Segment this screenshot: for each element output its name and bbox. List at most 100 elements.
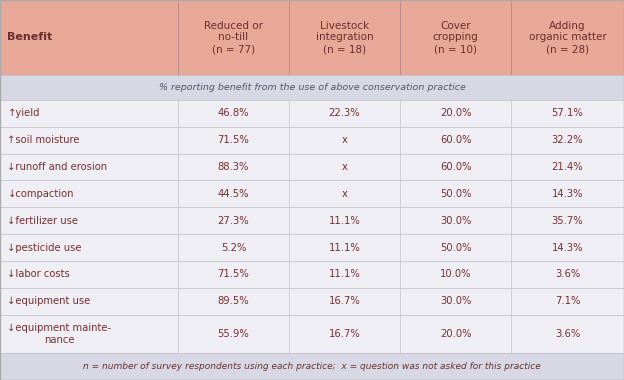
- Text: 7.1%: 7.1%: [555, 296, 580, 306]
- Bar: [289, 180, 400, 207]
- Bar: [511, 0, 624, 75]
- Bar: [178, 234, 289, 261]
- Text: 21.4%: 21.4%: [552, 162, 583, 172]
- Bar: [0, 154, 178, 180]
- Bar: [511, 207, 624, 234]
- Text: Cover
cropping
(n = 10): Cover cropping (n = 10): [432, 21, 479, 54]
- Bar: [0, 0, 178, 75]
- Text: 35.7%: 35.7%: [552, 216, 583, 226]
- Bar: [0, 315, 624, 353]
- Bar: [400, 288, 511, 315]
- Bar: [0, 180, 178, 207]
- Bar: [0, 261, 624, 288]
- Text: ↓pesticide use: ↓pesticide use: [7, 242, 82, 253]
- Bar: [289, 261, 400, 288]
- Text: 27.3%: 27.3%: [218, 216, 249, 226]
- Text: n = number of survey respondents using each practice;  x = question was not aske: n = number of survey respondents using e…: [83, 362, 541, 371]
- Bar: [178, 288, 289, 315]
- Bar: [289, 154, 400, 180]
- Bar: [178, 100, 289, 127]
- Bar: [511, 315, 624, 353]
- Text: ↑soil moisture: ↑soil moisture: [7, 135, 80, 145]
- Bar: [511, 127, 624, 154]
- Text: 20.0%: 20.0%: [440, 329, 471, 339]
- Text: 44.5%: 44.5%: [218, 189, 249, 199]
- Text: ↓labor costs: ↓labor costs: [7, 269, 71, 279]
- Text: 14.3%: 14.3%: [552, 242, 583, 253]
- Text: % reporting benefit from the use of above conservation practice: % reporting benefit from the use of abov…: [158, 83, 466, 92]
- Bar: [178, 154, 289, 180]
- Text: 22.3%: 22.3%: [329, 108, 360, 118]
- Text: x: x: [341, 162, 348, 172]
- Text: x: x: [341, 189, 348, 199]
- Text: 10.0%: 10.0%: [440, 269, 471, 279]
- Bar: [178, 207, 289, 234]
- Bar: [178, 180, 289, 207]
- Bar: [0, 127, 624, 154]
- Text: 71.5%: 71.5%: [218, 135, 249, 145]
- Bar: [0, 288, 178, 315]
- Bar: [400, 261, 511, 288]
- Bar: [178, 127, 289, 154]
- Text: 5.2%: 5.2%: [221, 242, 246, 253]
- Bar: [0, 127, 178, 154]
- Text: 71.5%: 71.5%: [218, 269, 249, 279]
- Text: 50.0%: 50.0%: [440, 189, 471, 199]
- Text: 60.0%: 60.0%: [440, 135, 471, 145]
- Bar: [0, 100, 178, 127]
- Text: 60.0%: 60.0%: [440, 162, 471, 172]
- Bar: [0, 207, 178, 234]
- Bar: [511, 288, 624, 315]
- Bar: [0, 75, 624, 100]
- Text: ↑yield: ↑yield: [7, 108, 40, 118]
- Bar: [0, 234, 178, 261]
- Text: 16.7%: 16.7%: [329, 296, 360, 306]
- Text: 16.7%: 16.7%: [329, 329, 360, 339]
- Bar: [289, 315, 400, 353]
- Text: Benefit: Benefit: [7, 32, 53, 43]
- Bar: [400, 154, 511, 180]
- Text: 57.1%: 57.1%: [552, 108, 583, 118]
- Bar: [0, 353, 624, 380]
- Bar: [400, 315, 511, 353]
- Bar: [400, 180, 511, 207]
- Bar: [400, 100, 511, 127]
- Bar: [400, 234, 511, 261]
- Bar: [178, 315, 289, 353]
- Text: x: x: [341, 135, 348, 145]
- Text: 3.6%: 3.6%: [555, 269, 580, 279]
- Text: 14.3%: 14.3%: [552, 189, 583, 199]
- Bar: [178, 261, 289, 288]
- Bar: [0, 261, 178, 288]
- Bar: [511, 261, 624, 288]
- Bar: [178, 0, 289, 75]
- Text: 88.3%: 88.3%: [218, 162, 249, 172]
- Text: 11.1%: 11.1%: [329, 242, 360, 253]
- Text: 55.9%: 55.9%: [218, 329, 249, 339]
- Bar: [289, 234, 400, 261]
- Text: ↓runoff and erosion: ↓runoff and erosion: [7, 162, 107, 172]
- Text: 30.0%: 30.0%: [440, 216, 471, 226]
- Bar: [400, 127, 511, 154]
- Bar: [289, 0, 400, 75]
- Bar: [0, 288, 624, 315]
- Bar: [511, 100, 624, 127]
- Bar: [289, 207, 400, 234]
- Text: 20.0%: 20.0%: [440, 108, 471, 118]
- Text: ↓fertilizer use: ↓fertilizer use: [7, 216, 79, 226]
- Text: Adding
organic matter
(n = 28): Adding organic matter (n = 28): [529, 21, 607, 54]
- Bar: [511, 234, 624, 261]
- Bar: [0, 234, 624, 261]
- Bar: [289, 288, 400, 315]
- Text: ↓equipment mainte-
nance: ↓equipment mainte- nance: [7, 323, 112, 345]
- Text: ↓compaction: ↓compaction: [7, 189, 74, 199]
- Text: 3.6%: 3.6%: [555, 329, 580, 339]
- Text: ↓equipment use: ↓equipment use: [7, 296, 90, 306]
- Text: 30.0%: 30.0%: [440, 296, 471, 306]
- Bar: [289, 100, 400, 127]
- Text: Livestock
integration
(n = 18): Livestock integration (n = 18): [316, 21, 373, 54]
- Text: 50.0%: 50.0%: [440, 242, 471, 253]
- Bar: [511, 180, 624, 207]
- Bar: [0, 207, 624, 234]
- Bar: [0, 315, 178, 353]
